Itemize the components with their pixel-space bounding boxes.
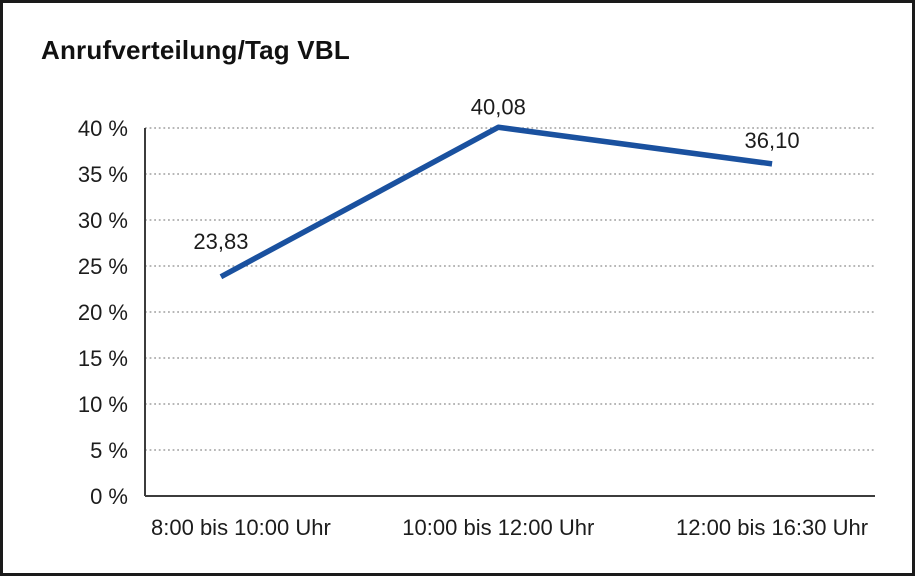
y-tick-label: 5 %: [90, 438, 128, 463]
y-tick-label: 35 %: [78, 162, 128, 187]
y-tick-label: 15 %: [78, 346, 128, 371]
x-category-label: 10:00 bis 12:00 Uhr: [402, 515, 594, 540]
point-label: 36,10: [745, 128, 800, 153]
y-tick-label: 30 %: [78, 208, 128, 233]
point-label: 23,83: [193, 229, 248, 254]
x-category-label: 8:00 bis 10:00 Uhr: [151, 515, 331, 540]
series-line: [219, 124, 773, 280]
y-tick-label: 20 %: [78, 300, 128, 325]
x-category-label: 12:00 bis 16:30 Uhr: [676, 515, 868, 540]
y-tick-label: 40 %: [78, 116, 128, 141]
chart-title: Anrufverteilung/Tag VBL: [41, 35, 350, 65]
y-tick-label: 25 %: [78, 254, 128, 279]
y-tick-label: 10 %: [78, 392, 128, 417]
line-chart: 0 % 5 % 10 % 15 % 20 % 25 % 30 % 35 % 40 % 23,83 4…: [78, 94, 875, 540]
point-label: 40,08: [471, 94, 526, 119]
y-tick-label: 0 %: [90, 484, 128, 509]
